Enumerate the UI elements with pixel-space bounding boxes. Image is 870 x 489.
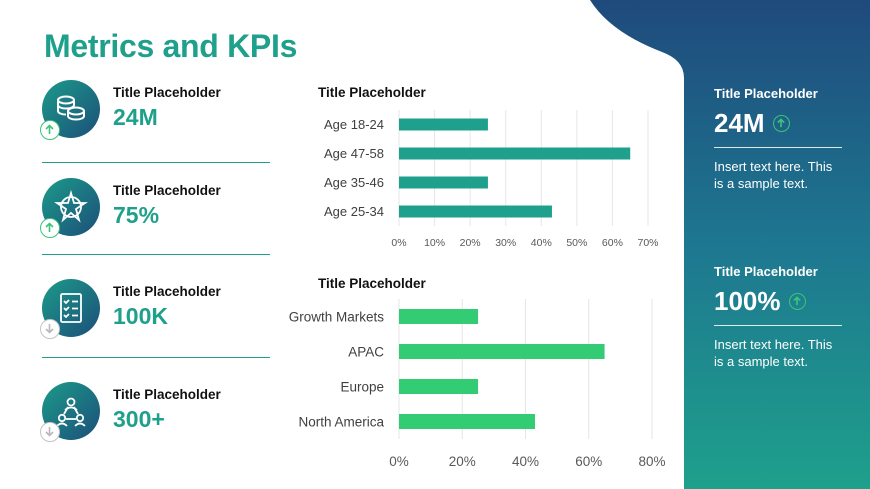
x-tick-label: 50% xyxy=(566,237,587,249)
age-bar-chart: 0% 10% 20% 30% 40% 50% 60% 70% Age 18-24 Age 47-5… xyxy=(324,110,659,249)
x-tick-label: 80% xyxy=(638,454,665,469)
x-tick-label: 0% xyxy=(389,454,409,469)
panel-title: Title Placeholder xyxy=(714,264,818,279)
category-label: North America xyxy=(298,414,384,429)
category-label: Age 18-24 xyxy=(324,117,384,132)
people-network-icon xyxy=(56,397,86,427)
bar xyxy=(399,118,488,131)
arrow-down-icon xyxy=(45,427,54,437)
bar xyxy=(399,379,479,394)
kpi-icon-circle xyxy=(42,382,100,440)
kpi-card: Title Placeholder 24M xyxy=(40,80,272,160)
panel-block: Title Placeholder 100% Insert text here.… xyxy=(714,263,844,370)
kpi-title: Title Placeholder xyxy=(113,387,221,402)
panel-title: Title Placeholder xyxy=(714,86,818,101)
x-tick-label: 0% xyxy=(391,237,406,249)
x-tick-label: 40% xyxy=(531,237,552,249)
x-tick-label: 60% xyxy=(602,237,623,249)
bar xyxy=(399,147,631,160)
arrow-up-icon xyxy=(792,296,801,306)
kpi-icon-circle xyxy=(42,178,100,236)
category-label: APAC xyxy=(348,344,384,359)
trend-down-badge xyxy=(40,422,60,442)
bar xyxy=(399,344,605,359)
bar xyxy=(399,176,488,189)
x-tick-label: 20% xyxy=(460,237,481,249)
region-bar-chart: 0% 20% 40% 60% 80% Growth Markets APAC Europe No… xyxy=(289,299,666,469)
x-tick-label: 30% xyxy=(495,237,516,249)
panel-value: 100% xyxy=(714,286,781,316)
kpi-value: 75% xyxy=(113,202,160,228)
page-title: Metrics and KPIs xyxy=(44,28,298,64)
trend-up-badge xyxy=(788,293,806,310)
kpi-value: 24M xyxy=(113,104,158,130)
panel-divider xyxy=(714,325,842,326)
divider xyxy=(42,162,270,163)
arrow-up-icon xyxy=(45,222,54,232)
checklist-icon xyxy=(60,293,82,323)
category-label: Growth Markets xyxy=(289,309,385,324)
trend-up-badge xyxy=(40,218,60,238)
kpi-title: Title Placeholder xyxy=(113,85,221,100)
bar xyxy=(399,414,535,429)
kpi-value: 100K xyxy=(113,303,168,329)
kpi-card: Title Placeholder 300+ xyxy=(40,382,272,462)
panel-text: Insert text here. This is a sample text. xyxy=(714,159,833,191)
category-label: Age 25-34 xyxy=(324,204,384,219)
chart-title-region: Title Placeholder xyxy=(318,276,426,291)
kpi-value: 300+ xyxy=(113,406,165,432)
kpi-title: Title Placeholder xyxy=(113,183,221,198)
divider xyxy=(42,254,270,255)
panel-value: 24M xyxy=(714,108,765,138)
x-tick-label: 20% xyxy=(449,454,476,469)
arrow-down-icon xyxy=(45,324,54,334)
kpi-card: Title Placeholder 100K xyxy=(40,279,272,359)
divider xyxy=(42,357,270,358)
x-tick-label: 70% xyxy=(637,237,658,249)
x-tick-label: 60% xyxy=(575,454,602,469)
kpi-card: Title Placeholder 75% xyxy=(40,178,272,258)
chart-title-age: Title Placeholder xyxy=(318,85,426,100)
panel-block: Title Placeholder 24M Insert text here. … xyxy=(714,85,844,192)
trend-down-badge xyxy=(40,319,60,339)
trend-up-badge xyxy=(772,115,790,132)
panel-text: Insert text here. This is a sample text. xyxy=(714,337,833,369)
category-label: Age 35-46 xyxy=(324,175,384,190)
network-star-icon xyxy=(54,189,88,223)
panel-divider xyxy=(714,147,842,148)
category-label: Europe xyxy=(340,379,384,394)
category-label: Age 47-58 xyxy=(324,146,384,161)
x-tick-label: 40% xyxy=(512,454,539,469)
arrow-up-icon xyxy=(45,124,54,134)
bar xyxy=(399,205,552,218)
arrow-up-icon xyxy=(776,118,785,128)
kpi-title: Title Placeholder xyxy=(113,284,221,299)
x-tick-label: 10% xyxy=(424,237,445,249)
coins-icon xyxy=(57,95,85,121)
trend-up-badge xyxy=(40,120,60,140)
bar xyxy=(399,309,479,324)
